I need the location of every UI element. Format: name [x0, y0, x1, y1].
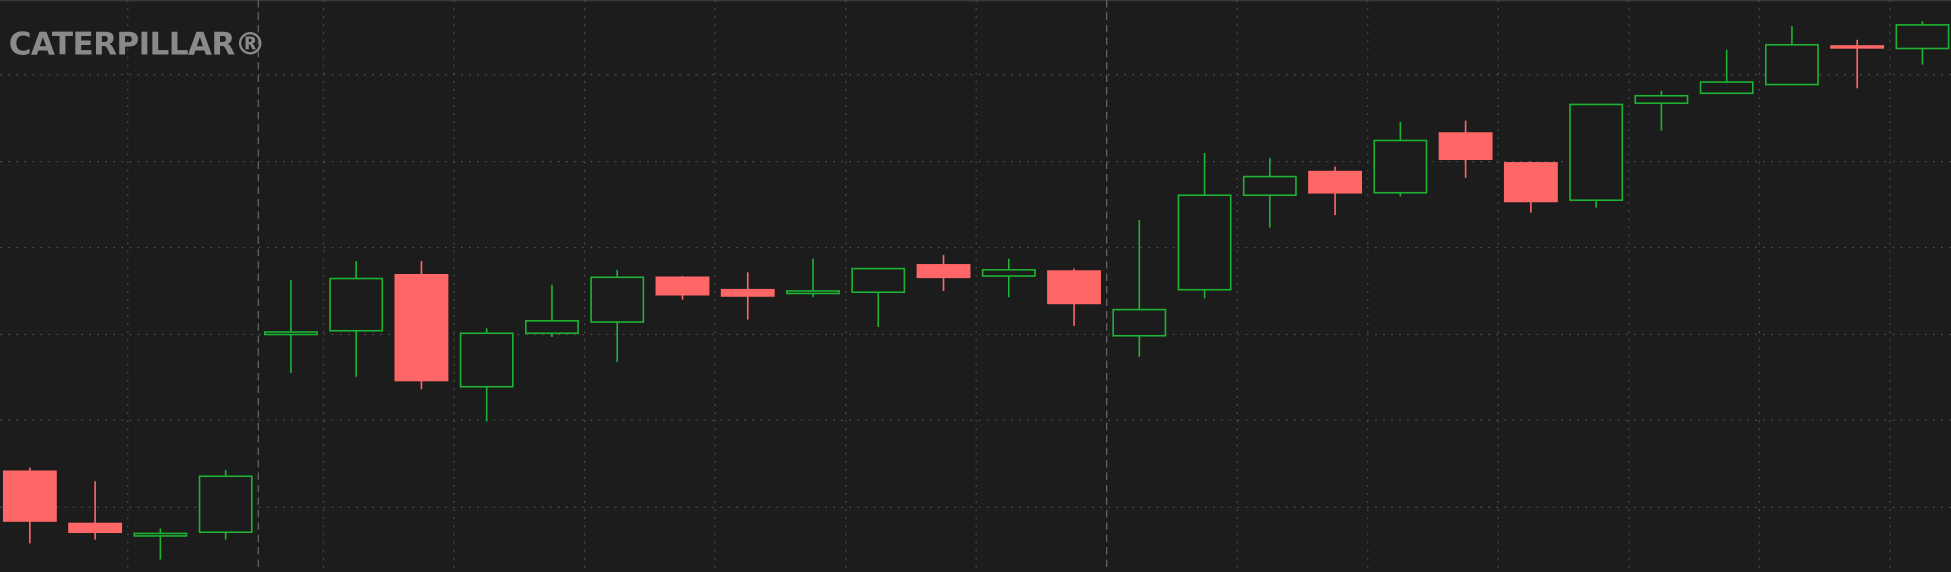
candle-body [916, 264, 971, 279]
candle-body [263, 331, 318, 336]
candle-body [2, 470, 57, 522]
candle-body [786, 290, 840, 295]
candle-body [1503, 162, 1558, 203]
candle-body [1438, 132, 1493, 160]
candle-body [1895, 24, 1950, 50]
candle-body [68, 522, 123, 534]
candle-body [1373, 139, 1428, 194]
candle-body [655, 276, 710, 296]
candle-body [1634, 94, 1689, 105]
logo: CATERPILLAR® [9, 27, 265, 63]
candle-body [981, 269, 1036, 277]
candle-body [329, 277, 384, 332]
candle-body [1569, 103, 1624, 202]
candles [2, 21, 1950, 560]
candle-body [133, 532, 188, 537]
candle-body [720, 288, 775, 297]
candle-body [198, 475, 253, 534]
candle-body [590, 276, 645, 323]
candle-body [1112, 308, 1167, 337]
candle-body [525, 320, 579, 335]
candle-body [1177, 194, 1232, 291]
candle-body [394, 274, 449, 382]
candle-body [1830, 45, 1885, 49]
candle-body [459, 332, 514, 388]
candle-body [1764, 43, 1819, 86]
candle-body [1308, 170, 1363, 194]
candle-body [851, 267, 906, 294]
candle-body [1242, 175, 1297, 197]
candle-body [1699, 81, 1754, 95]
candle-body [1047, 270, 1101, 305]
